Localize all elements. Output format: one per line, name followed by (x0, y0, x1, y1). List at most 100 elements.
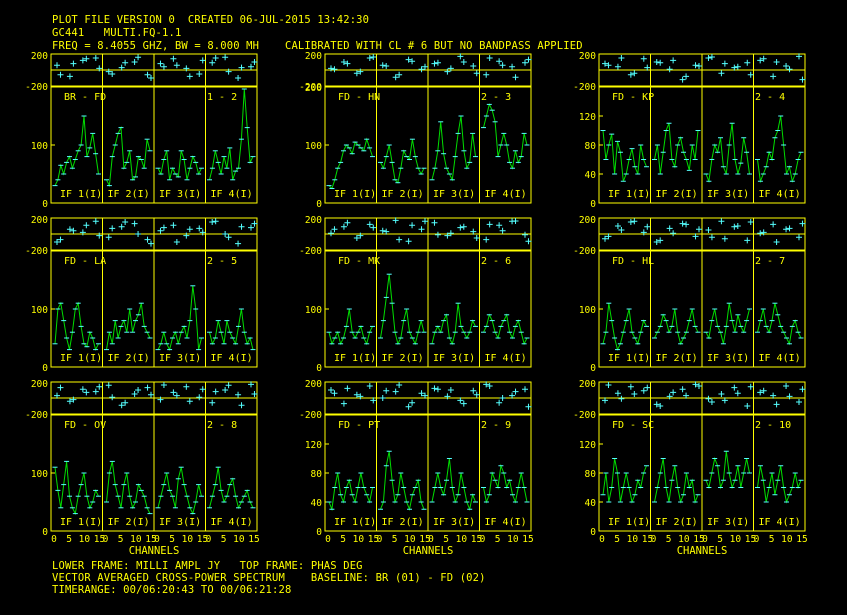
phase-point (470, 63, 477, 69)
phase-point (396, 382, 403, 388)
phase-point (235, 391, 242, 398)
phase-point (135, 387, 142, 393)
phase-point (409, 58, 416, 65)
phase-point (54, 239, 60, 245)
phase-point (70, 396, 77, 403)
phase-point (57, 384, 64, 391)
phase-tick-label: -200 (573, 410, 596, 421)
phase-point (122, 219, 129, 225)
phase-point (653, 401, 660, 408)
phase-point (666, 393, 673, 400)
amplitude-series-line (209, 308, 254, 350)
baseline-label: FD - HN (338, 92, 380, 103)
channel-tick-label: 5 (392, 534, 398, 545)
phase-point (614, 63, 621, 70)
phase-point (708, 54, 715, 60)
phase-point (370, 54, 377, 60)
amplitude-series-line (705, 303, 750, 344)
phase-point (209, 219, 216, 225)
amplitude-series-line (757, 465, 802, 504)
phase-point (186, 73, 193, 80)
phase-point (131, 220, 138, 227)
channel-tick-label: 15 (419, 534, 430, 545)
phase-point (173, 62, 180, 69)
phase-point (122, 399, 129, 406)
phase-point (199, 57, 206, 64)
phase-point (183, 65, 190, 72)
antenna-pair-label: 2 - 4 (755, 92, 785, 103)
amplitude-tick-label: 200 (305, 83, 322, 94)
phase-point (379, 395, 386, 401)
phase-point (196, 225, 203, 232)
antenna-pair-label: 2 - 5 (207, 256, 237, 267)
phase-point (657, 403, 664, 409)
if-label: IF 1(I) (60, 353, 102, 364)
amplitude-series-line (328, 472, 373, 512)
phase-point (160, 63, 167, 70)
phase-point (721, 235, 728, 242)
phase-point (170, 55, 177, 62)
phase-point (118, 64, 125, 71)
amplitude-tick-label: 0 (590, 199, 596, 210)
phase-point (396, 236, 403, 243)
amplitude-tick-label: 100 (31, 469, 48, 480)
phase-point (238, 64, 245, 71)
channel-tick-label: 10 (233, 534, 245, 545)
antenna-pair-label: 2 - 10 (755, 420, 791, 431)
phase-point (222, 231, 229, 237)
if-label: IF 3(I) (707, 353, 749, 364)
phase-point (770, 221, 777, 228)
channel-tick-label: 0 (702, 534, 708, 545)
footer-line-3: TIMERANGE: 00/06:20:43 TO 00/06:21:28 (52, 584, 292, 596)
phase-point (54, 392, 60, 399)
baseline-label: FD - OV (64, 420, 106, 431)
channel-tick-label: 10 (507, 534, 519, 545)
footer-line-1: LOWER FRAME: MILLI AMPL JY TOP FRAME: PH… (52, 560, 363, 572)
channel-tick-label: 15 (642, 534, 653, 545)
channel-tick-label: 0 (754, 534, 760, 545)
phase-point (483, 381, 490, 388)
amplitude-tick-label: 0 (42, 527, 48, 538)
phase-point (783, 63, 790, 69)
phase-point (708, 399, 715, 405)
phase-point (422, 218, 428, 225)
phase-point (657, 59, 664, 66)
phase-point (66, 226, 73, 233)
phase-point (431, 60, 438, 67)
phase-point (222, 387, 229, 393)
phase-point (473, 70, 480, 77)
phase-point (92, 218, 99, 225)
amplitude-series-line (209, 467, 254, 510)
if-label: IF 4(I) (759, 189, 801, 200)
phase-point (734, 390, 741, 397)
phase-point (238, 402, 245, 409)
phase-point (109, 394, 116, 401)
phase-point (473, 391, 480, 398)
phase-point (444, 232, 451, 239)
if-label: IF 4(I) (485, 517, 527, 528)
channel-tick-label: 0 (428, 534, 434, 545)
channel-tick-label: 0 (103, 534, 109, 545)
channel-tick-label: 10 (182, 534, 194, 545)
if-label: IF 2(I) (656, 517, 698, 528)
phase-point (57, 71, 64, 78)
phase-point (92, 388, 99, 395)
channel-tick-label: 5 (666, 534, 672, 545)
phase-point (640, 55, 647, 62)
channel-tick-label: 5 (221, 534, 227, 545)
phase-point (340, 400, 347, 407)
phase-point (409, 399, 416, 406)
channel-tick-label: 5 (169, 534, 175, 545)
phase-point (370, 397, 377, 404)
phase-point (131, 59, 138, 65)
phase-point (379, 62, 386, 69)
phase-point (614, 390, 621, 397)
if-label: IF 3(I) (433, 189, 475, 200)
amplitude-tick-label: 40 (585, 498, 597, 509)
baseline-label: FD - MK (338, 256, 380, 267)
phase-point (760, 229, 767, 236)
channel-tick-label: 10 (79, 534, 91, 545)
phase-point (522, 59, 528, 66)
phase-point (666, 66, 673, 73)
